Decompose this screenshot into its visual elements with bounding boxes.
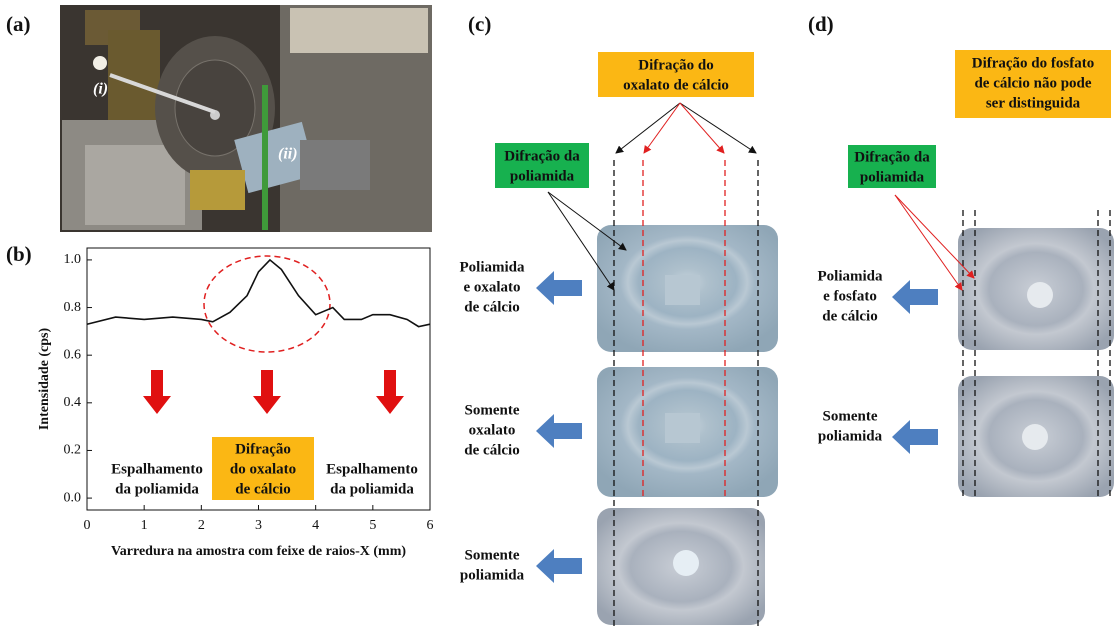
callout-text: Difração da	[854, 149, 930, 165]
y-tick-label: 0.4	[64, 395, 82, 410]
x-tick-label: 2	[198, 518, 205, 533]
x-axis-label: Varredura na amostra com feixe de raios-…	[111, 544, 406, 559]
annotation: do oxalato	[230, 461, 296, 477]
callout-text: de cálcio não pode	[974, 75, 1091, 91]
x-tick-label: 5	[369, 518, 376, 533]
panel-d: Difração do fosfato de cálcio não pode s…	[817, 50, 1114, 500]
row-label: de cálcio	[822, 308, 877, 324]
row-label: Poliamida	[459, 259, 525, 275]
row-label: poliamida	[818, 428, 883, 444]
row-label: de cálcio	[464, 442, 519, 458]
callout-text: oxalato de cálcio	[623, 77, 729, 93]
annotation: Difração	[235, 441, 291, 457]
row-label: oxalato	[469, 422, 516, 438]
y-tick-label: 0.2	[64, 443, 82, 458]
panel-label: (d)	[808, 12, 834, 36]
down-arrows	[143, 370, 404, 414]
row-label: Poliamida	[817, 268, 883, 284]
callout-text: ser distinguida	[986, 95, 1081, 111]
annotation: Espalhamento	[326, 461, 418, 477]
panel-label: (c)	[468, 12, 491, 36]
annotation: Espalhamento	[111, 461, 203, 477]
panel-label: (b)	[6, 242, 32, 266]
y-tick-label: 0.8	[64, 300, 82, 315]
highlight-ellipse	[204, 256, 330, 352]
callout-text: poliamida	[510, 168, 575, 184]
row-label: Somente	[465, 402, 520, 418]
callout-text: Difração da	[504, 148, 580, 164]
callout-text: Difração do fosfato	[972, 55, 1094, 71]
row-label: e oxalato	[463, 279, 520, 295]
annotation: da poliamida	[115, 481, 199, 497]
callout-text: Difração do	[638, 57, 713, 73]
chart: 0.0 0.2 0.4 0.6 0.8 1.0 0 1 2 3 4 5 6 Varredura na am…	[37, 248, 433, 559]
callout-text: poliamida	[860, 169, 925, 185]
y-axis-label: Intensidade (cps)	[37, 328, 52, 431]
row-label: e fosfato	[823, 288, 877, 304]
data-line	[87, 260, 430, 327]
row-label: de cálcio	[464, 299, 519, 315]
photo-annotation: (ii)	[278, 146, 298, 163]
y-tick-label: 1.0	[64, 252, 82, 267]
y-tick-label: 0.6	[64, 347, 82, 362]
panel-label: (a)	[6, 12, 31, 36]
row-label: Somente	[823, 408, 878, 424]
photo-annotation: (i)	[93, 81, 108, 98]
row-label: poliamida	[460, 567, 525, 583]
annotation: de cálcio	[235, 481, 290, 497]
photo: (i) (ii)	[60, 5, 432, 232]
y-tick-label: 0.0	[64, 490, 82, 505]
figure: (a) (b) (c) (d) (i) (ii) 0.0 0.2 0.4 0.6 0.8…	[0, 0, 1116, 628]
row-label: Somente	[465, 547, 520, 563]
x-tick-label: 1	[141, 518, 148, 533]
annotation: da poliamida	[330, 481, 414, 497]
x-tick-label: 3	[255, 518, 262, 533]
x-tick-label: 6	[427, 518, 434, 533]
x-tick-label: 4	[312, 518, 319, 533]
x-tick-label: 0	[84, 518, 91, 533]
panel-c: Difração do oxalato de cálcio Difração d…	[459, 52, 778, 628]
